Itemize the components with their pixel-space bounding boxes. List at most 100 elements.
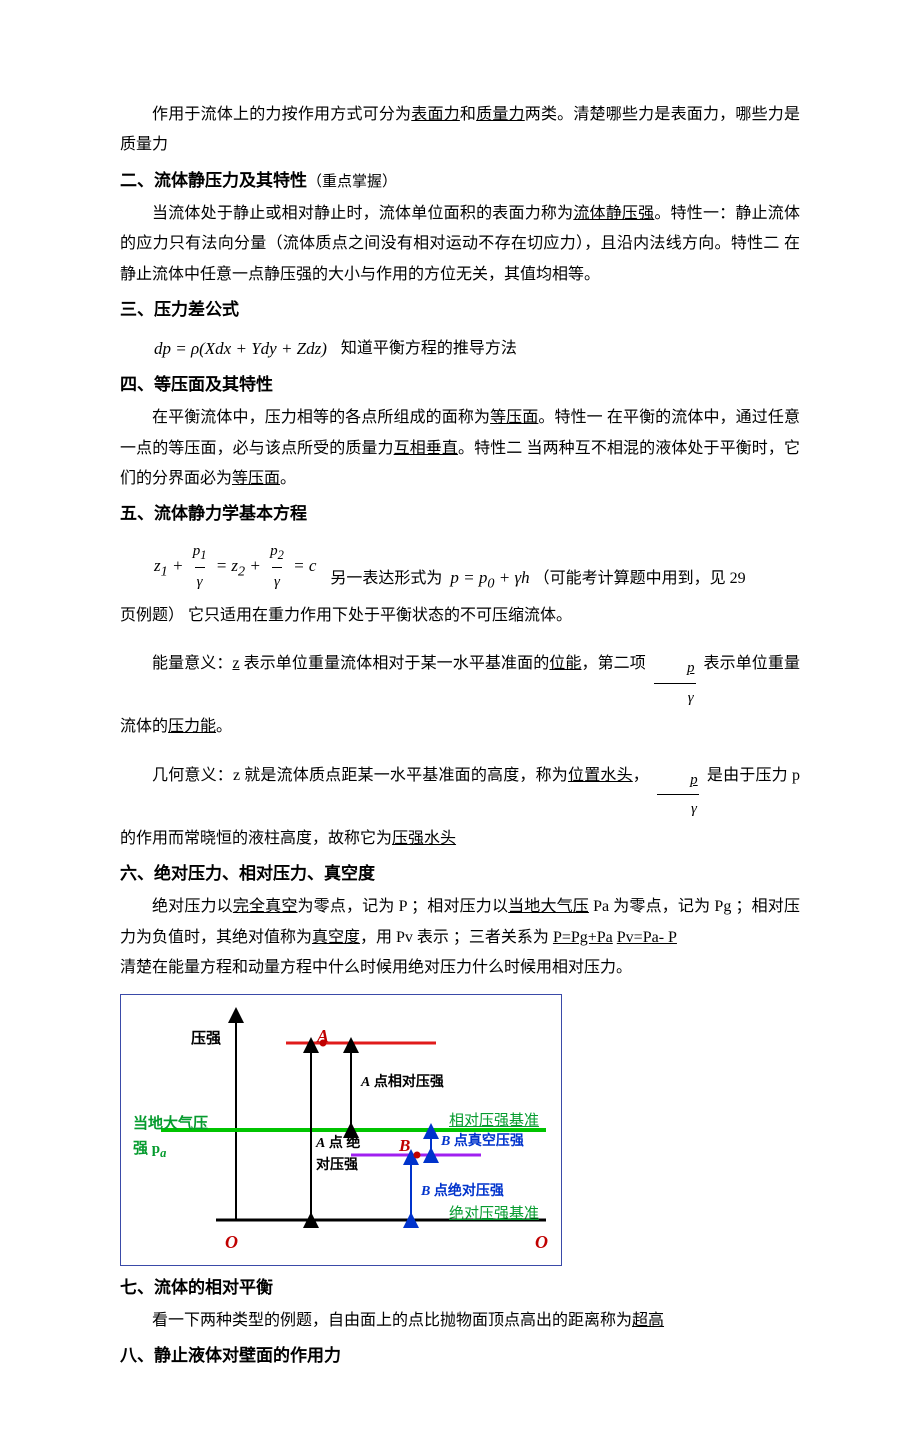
para-2: 当流体处于静止或相对静止时，流体单位面积的表面力称为流体静压强。特性一：静止流体… [120,199,800,290]
heading-number: 四、 [120,375,154,394]
underline-pressure-energy: 压力能 [168,718,216,735]
heading-title: 静止液体对壁面的作用力 [154,1346,341,1365]
sub: 2 [238,563,245,579]
underline-rel2: Pv=Pa- P [617,929,677,946]
underline-rel1: P=Pg+Pa [553,929,613,946]
underline-atm: 当地大气压 [508,898,589,915]
para-5-geo: 几何意义：z 就是流体质点距某一水平基准面的高度，称为位置水头， pγ 是由于压… [120,761,800,854]
underline-static-pressure: 流体静压强 [573,205,654,222]
sym: c [309,556,317,575]
heading-title: 绝对压力、相对压力、真空度 [154,864,375,883]
sym: γ [272,567,282,597]
underline-z: z [232,655,239,672]
sym: z [154,556,161,575]
underline-vacuum-degree: 真空度 [312,929,360,946]
intro-paragraph: 作用于流体上的力按作用方式可分为表面力和质量力两类。清楚哪些力是表面力，哪些力是… [120,100,800,161]
label-B: B [399,1130,410,1162]
sym: γ [195,567,205,597]
text: ，用 Pv 表示 ；三者关系为 [360,929,553,946]
text: 为零点，记为 P ；相对压力以 [298,898,509,915]
sub: 1 [161,563,168,579]
heading-6: 六、绝对压力、相对压力、真空度 [120,858,800,890]
label-O1: O [225,1225,238,1259]
text: 看一下两种类型的例题，自由面上的点比抛物面顶点高出的距离称为 [152,1312,632,1329]
underline-mass-force: 质量力 [476,106,525,123]
sub: 2 [278,548,284,562]
sym: γ [654,683,696,713]
frac-p2: p2 γ [268,537,286,597]
sym: + γh [494,568,529,587]
formula-hydrostatic: z1 + p1γ = z2 + p2γ = c [154,537,316,597]
heading-5: 五、流体静力学基本方程 [120,498,800,530]
underline-overheight: 超高 [632,1312,664,1329]
text: ，第二项 [581,655,645,672]
heading-number: 六、 [120,864,154,883]
underline-potential: 位能 [549,655,581,672]
sym: p [656,766,700,795]
heading-note: （重点掌握） [307,174,397,190]
text: 在平衡流体中，压力相等的各点所组成的面称为 [152,409,490,426]
underline-position-head: 位置水头 [568,767,633,784]
underline-perpendicular: 互相垂直 [394,440,458,457]
para-5-energy: 能量意义：z 表示单位重量流体相对于某一水平基准面的位能，第二项 pγ 表示单位… [120,649,800,742]
frac-p-gamma: pγ [653,654,697,712]
sym: p = p [450,568,487,587]
sym: γ [657,794,699,824]
heading-title: 流体静力学基本方程 [154,504,307,523]
heading-3: 三、压力差公式 [120,294,800,326]
text: 另一表达形式为 [330,570,442,587]
heading-title: 等压面及其特性 [154,375,273,394]
text: 几何意义：z 就是流体质点距某一水平基准面的高度，称为 [152,767,568,784]
label-B-vac: B 点真空压强 [441,1129,524,1156]
pressure-diagram: 压强 A A 点相对压强 相对压强基准 当地大气压 强 pa A 点 绝 对压强… [120,994,562,1266]
label-A: A [317,1019,329,1053]
text: ， [633,767,649,784]
text: 。 [216,718,232,735]
underline-isobaric-2: 等压面 [232,470,280,487]
para-4: 在平衡流体中，压力相等的各点所组成的面称为等压面。特性一 在平衡的流体中，通过任… [120,403,800,494]
text: 绝对压力以 [152,898,233,915]
para-5-tail: 页例题） 它只适用在重力作用下处于平衡状态的不可压缩流体。 [120,601,800,631]
para-6: 绝对压力以完全真空为零点，记为 P ；相对压力以当地大气压 Pa 为零点，记为 … [120,892,800,953]
heading-title: 流体的相对平衡 [154,1278,273,1297]
heading-number: 八、 [120,1346,154,1365]
formula-5-line: z1 + p1γ = z2 + p2γ = c 另一表达形式为 p = p0 +… [120,537,800,597]
text: 作用于流体上的力按作用方式可分为 [152,106,411,123]
heading-title: 流体静压力及其特性 [154,171,307,190]
label-abs-base: 绝对压强基准 [449,1200,539,1229]
heading-number: 五、 [120,504,154,523]
formula-3-note: 知道平衡方程的推导方法 [341,334,517,364]
heading-8: 八、静止液体对壁面的作用力 [120,1340,800,1372]
sym: p [653,654,697,683]
underline-vacuum: 完全真空 [233,898,298,915]
label-atm2: 强 pa [133,1135,166,1166]
underline-pressure-head: 压强水头 [392,830,456,847]
heading-title: 压力差公式 [154,300,239,319]
heading-7: 七、流体的相对平衡 [120,1272,800,1304]
text: 和 [460,106,476,123]
text: （可能考计算题中用到，见 29 [534,570,746,587]
frac-p-gamma-2: pγ [656,766,700,824]
text: 能量意义： [152,655,232,672]
label-A-abs2: 对压强 [316,1153,358,1180]
text: 。 [280,470,296,487]
formula-5-note: 另一表达形式为 p = p0 + γh （可能考计算题中用到，见 29 [330,562,745,597]
underline-surface-force: 表面力 [411,106,460,123]
heading-number: 二、 [120,171,154,190]
sym: p [270,543,278,559]
heading-number: 七、 [120,1278,154,1297]
text: 表示单位重量流体相对于某一水平基准面的 [240,655,550,672]
text: 当流体处于静止或相对静止时，流体单位面积的表面力称为 [152,205,573,222]
label-O2: O [535,1225,548,1259]
sub: 1 [200,548,206,562]
frac-p1: p1γ [191,537,209,597]
heading-number: 三、 [120,300,154,319]
para-7: 看一下两种类型的例题，自由面上的点比抛物面顶点高出的距离称为超高 [120,1306,800,1336]
heading-4: 四、等压面及其特性 [120,369,800,401]
formula-3-line: dp = ρ(Xdx + Ydy + Zdz) 知道平衡方程的推导方法 [120,333,800,365]
formula-alt: p = p0 + γh [450,568,529,587]
heading-2: 二、流体静压力及其特性（重点掌握） [120,165,800,197]
label-A-rel: A 点相对压强 [361,1070,444,1097]
para-6b: 清楚在能量方程和动量方程中什么时候用绝对压力什么时候用相对压力。 [120,953,800,983]
label-yaxis: 压强 [191,1025,221,1054]
